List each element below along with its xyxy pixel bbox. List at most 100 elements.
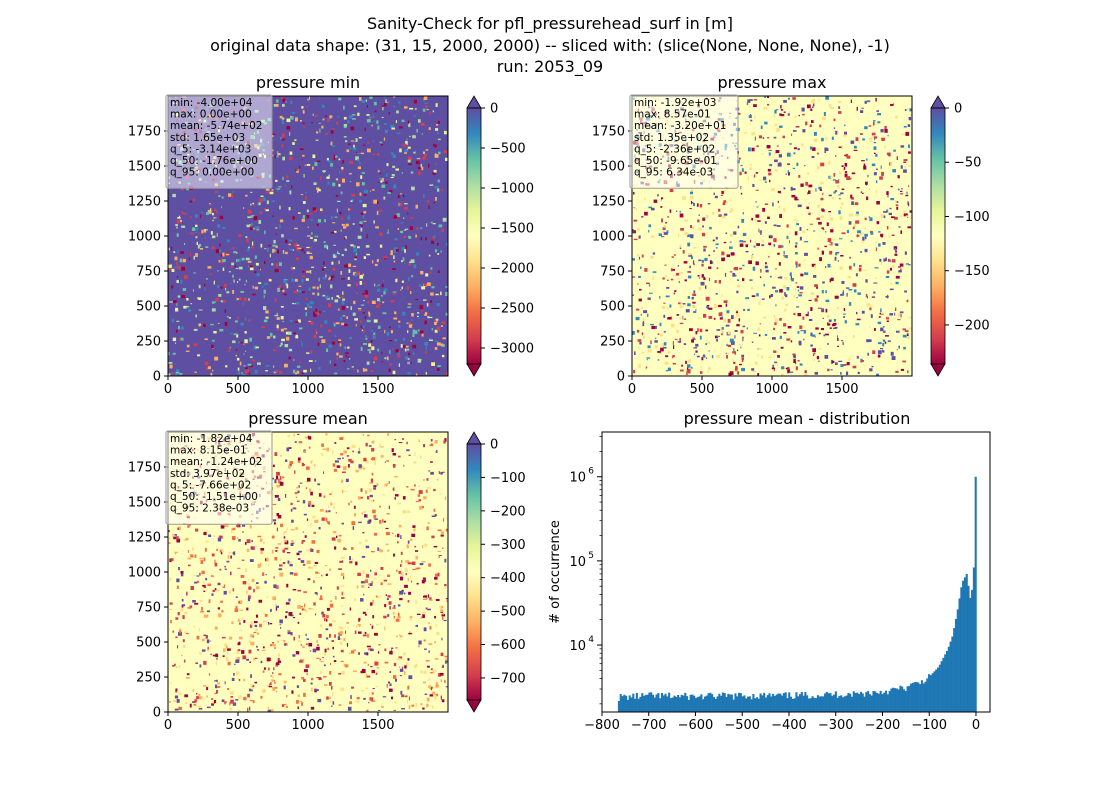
histogram-bar <box>967 585 970 712</box>
min-ytick-label: 1250 <box>128 195 161 210</box>
mean-xtick-label: 500 <box>226 718 251 733</box>
min-colorbar-tick-label: −3000 <box>490 342 534 357</box>
histogram-bar <box>660 692 664 712</box>
histogram-bar <box>659 698 662 712</box>
histogram-bar <box>933 671 936 712</box>
histogram-bar <box>673 695 676 712</box>
histogram-bar <box>881 694 884 712</box>
mean-ytick-label: 1500 <box>128 496 161 511</box>
max-xtick-label: 500 <box>690 382 715 397</box>
histogram-bar <box>703 696 707 712</box>
histogram-bar <box>752 694 755 712</box>
histogram-bar <box>913 682 916 712</box>
min-stat-line: mean: -5.74e+02 <box>170 120 262 132</box>
histogram-bar <box>841 697 845 712</box>
max-stats-background <box>629 94 739 189</box>
histogram-bar <box>850 696 854 712</box>
histogram-bar <box>734 693 737 712</box>
histogram-bar <box>937 667 940 712</box>
histogram-bar <box>920 680 923 712</box>
histogram-bar <box>725 697 728 712</box>
histogram-bar <box>644 694 647 712</box>
histogram-bar <box>922 683 925 712</box>
min-ytick-label: 1000 <box>128 230 161 245</box>
max-colorbar-extend-bottom <box>930 363 946 377</box>
mean-xtick-label: 1500 <box>361 718 394 733</box>
histogram-bar <box>754 698 757 712</box>
histogram-bar <box>899 685 902 712</box>
min-colorbar-tick-label: −500 <box>490 142 526 157</box>
mean-ytick-label: 250 <box>136 671 161 686</box>
histogram-bar <box>694 697 698 712</box>
histogram-bar <box>940 661 943 712</box>
min-ytick-label: 0 <box>153 370 161 385</box>
histogram-bar <box>917 682 920 712</box>
histogram-bar <box>639 696 642 712</box>
min-colorbar-tick-label: −2000 <box>490 262 534 277</box>
histogram-bar <box>623 694 626 712</box>
max-xtick-label: 1000 <box>755 382 788 397</box>
mean-stat-line: std: 3.97e+02 <box>170 468 245 480</box>
histogram-bar <box>712 697 715 712</box>
mean-colorbar-extend-bottom <box>466 699 482 713</box>
histogram-bar <box>682 695 685 712</box>
histogram-title: pressure mean - distribution <box>684 409 911 428</box>
mean-ytick-label: 500 <box>136 636 161 651</box>
histogram-bar <box>902 689 906 712</box>
histogram-bar <box>840 695 843 712</box>
min-stats-background <box>165 94 273 189</box>
histogram-bar <box>945 650 949 712</box>
histogram-bar <box>764 697 767 712</box>
histogram-bar <box>858 694 861 712</box>
histogram-bar <box>626 699 629 712</box>
histogram-bar <box>664 693 667 712</box>
histogram-bar <box>714 698 717 712</box>
min-ytick-label: 250 <box>136 335 161 350</box>
histogram-bar <box>865 692 868 712</box>
histogram-bar <box>746 696 750 712</box>
histogram-ytick-label: 10 <box>569 555 586 570</box>
histogram-bar <box>929 675 932 712</box>
max-colorbar-tick-label: 0 <box>954 102 962 117</box>
pressure-mean-axes: 0 500 1000 1500 0 250 500 750 1000 1250 1500 1750 <box>128 461 395 734</box>
histogram-bar <box>847 693 850 712</box>
histogram-bar <box>763 692 766 712</box>
histogram-bar <box>750 699 753 712</box>
histogram-bar <box>625 695 628 712</box>
histogram-bar <box>949 641 952 712</box>
histogram-bar <box>653 697 656 712</box>
histogram-bar <box>924 681 927 712</box>
histogram-xtick-label: 0 <box>972 718 980 733</box>
histogram-bar <box>931 673 934 712</box>
histogram-bar <box>770 696 773 712</box>
histogram-bar <box>693 695 696 712</box>
histogram-bar <box>915 681 918 712</box>
histogram-ytick-exponent: 5 <box>588 551 594 561</box>
histogram-bar <box>800 691 803 712</box>
histogram-bar <box>677 694 680 712</box>
histogram-bar <box>965 573 968 712</box>
max-ytick-label: 500 <box>600 300 625 315</box>
histogram-bar <box>687 699 690 712</box>
histogram-bar <box>856 692 859 712</box>
histogram-bar <box>908 685 911 712</box>
histogram-bar <box>874 691 877 712</box>
max-colorbar-tick-label: −50 <box>954 156 981 171</box>
min-stat-line: q_50: -1.76e+00 <box>170 155 258 167</box>
histogram-bar <box>969 597 972 712</box>
min-ytick-label: 500 <box>136 300 161 315</box>
histogram-bar <box>809 698 812 712</box>
histogram-bar <box>815 698 818 712</box>
histogram-xtick-label: −600 <box>678 718 714 733</box>
pressure-max-panel: pressure max 0 500 1000 1500 0 250 500 750 1000 1… <box>592 73 990 397</box>
histogram-bar <box>691 694 694 712</box>
histogram-bar <box>668 692 671 712</box>
histogram-bar <box>709 692 712 712</box>
max-ytick-label: 1750 <box>592 125 625 140</box>
histogram-bar <box>958 598 961 712</box>
mean-ytick-label: 1750 <box>128 461 161 476</box>
min-colorbar-extend-bottom <box>466 363 482 377</box>
histogram-bar <box>727 693 730 712</box>
